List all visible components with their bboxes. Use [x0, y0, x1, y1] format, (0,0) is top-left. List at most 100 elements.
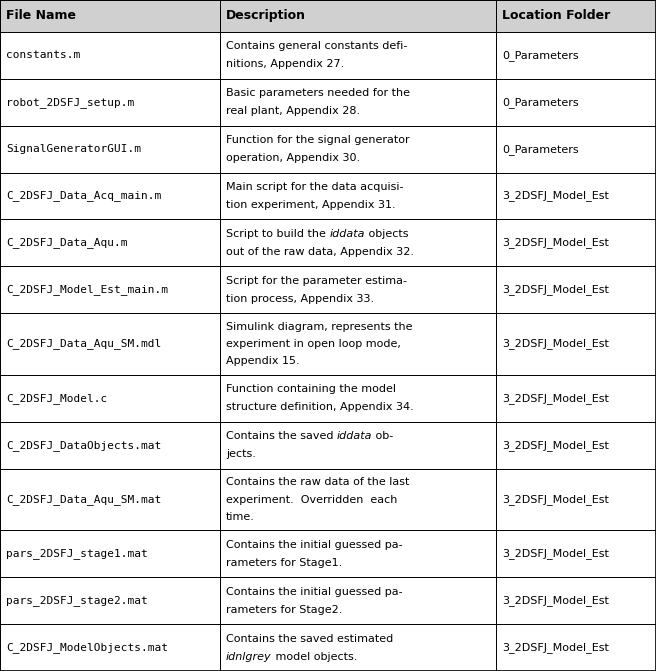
Bar — [220, 530, 496, 577]
Bar — [220, 313, 496, 375]
Bar — [496, 422, 656, 468]
Text: 3_2DSFJ_Model_Est: 3_2DSFJ_Model_Est — [502, 642, 609, 653]
Text: out of the raw data, Appendix 32.: out of the raw data, Appendix 32. — [226, 247, 414, 257]
Bar — [220, 375, 496, 422]
Text: Contains the raw data of the last: Contains the raw data of the last — [226, 477, 409, 487]
Text: C_2DSFJ_Data_Aqu_SM.mat: C_2DSFJ_Data_Aqu_SM.mat — [6, 494, 161, 505]
Text: model objects.: model objects. — [272, 652, 357, 662]
Bar — [0, 32, 220, 79]
Bar — [220, 266, 496, 313]
Text: 3_2DSFJ_Model_Est: 3_2DSFJ_Model_Est — [502, 393, 609, 404]
Text: nitions, Appendix 27.: nitions, Appendix 27. — [226, 60, 344, 69]
Text: C_2DSFJ_ModelObjects.mat: C_2DSFJ_ModelObjects.mat — [6, 642, 168, 653]
Text: C_2DSFJ_Model_Est_main.m: C_2DSFJ_Model_Est_main.m — [6, 285, 168, 295]
Bar — [496, 79, 656, 125]
Bar — [0, 0, 220, 32]
Text: 0_Parameters: 0_Parameters — [502, 97, 579, 108]
Text: Contains the saved: Contains the saved — [226, 431, 337, 442]
Bar — [220, 468, 496, 530]
Bar — [0, 125, 220, 172]
Text: structure definition, Appendix 34.: structure definition, Appendix 34. — [226, 403, 414, 413]
Text: 3_2DSFJ_Model_Est: 3_2DSFJ_Model_Est — [502, 548, 609, 560]
Text: 3_2DSFJ_Model_Est: 3_2DSFJ_Model_Est — [502, 191, 609, 201]
Bar — [0, 219, 220, 266]
Bar — [0, 375, 220, 422]
Text: iddata: iddata — [329, 229, 365, 239]
Text: C_2DSFJ_Model.c: C_2DSFJ_Model.c — [6, 393, 107, 404]
Text: rameters for Stage1.: rameters for Stage1. — [226, 558, 342, 568]
Text: tion process, Appendix 33.: tion process, Appendix 33. — [226, 294, 374, 304]
Text: Function for the signal generator: Function for the signal generator — [226, 135, 409, 145]
Text: Simulink diagram, represents the: Simulink diagram, represents the — [226, 322, 413, 332]
Bar — [496, 172, 656, 219]
Bar — [0, 468, 220, 530]
Text: SignalGeneratorGUI.m: SignalGeneratorGUI.m — [6, 144, 141, 154]
Text: Function containing the model: Function containing the model — [226, 384, 396, 395]
Bar — [496, 125, 656, 172]
Text: Basic parameters needed for the: Basic parameters needed for the — [226, 88, 410, 98]
Bar — [496, 624, 656, 671]
Text: Contains the saved estimated: Contains the saved estimated — [226, 633, 393, 643]
Text: Location Folder: Location Folder — [502, 9, 610, 22]
Text: Main script for the data acquisi-: Main script for the data acquisi- — [226, 182, 403, 192]
Text: 0_Parameters: 0_Parameters — [502, 50, 579, 61]
Bar — [220, 0, 496, 32]
Text: iddata: iddata — [337, 431, 373, 442]
Text: 3_2DSFJ_Model_Est: 3_2DSFJ_Model_Est — [502, 238, 609, 248]
Bar — [220, 172, 496, 219]
Text: 3_2DSFJ_Model_Est: 3_2DSFJ_Model_Est — [502, 440, 609, 451]
Text: operation, Appendix 30.: operation, Appendix 30. — [226, 153, 360, 163]
Bar — [0, 79, 220, 125]
Text: Script for the parameter estima-: Script for the parameter estima- — [226, 276, 407, 286]
Bar — [220, 32, 496, 79]
Text: C_2DSFJ_DataObjects.mat: C_2DSFJ_DataObjects.mat — [6, 440, 161, 451]
Bar — [220, 624, 496, 671]
Text: C_2DSFJ_Data_Aqu.m: C_2DSFJ_Data_Aqu.m — [6, 238, 127, 248]
Text: time.: time. — [226, 512, 255, 521]
Bar — [496, 313, 656, 375]
Text: ob-: ob- — [373, 431, 394, 442]
Text: jects.: jects. — [226, 449, 256, 459]
Bar — [0, 266, 220, 313]
Bar — [220, 422, 496, 468]
Bar — [0, 624, 220, 671]
Text: File Name: File Name — [6, 9, 76, 22]
Text: 0_Parameters: 0_Parameters — [502, 144, 579, 154]
Bar — [496, 32, 656, 79]
Bar — [496, 375, 656, 422]
Bar — [496, 530, 656, 577]
Text: Appendix 15.: Appendix 15. — [226, 356, 300, 366]
Bar — [496, 0, 656, 32]
Text: Contains general constants defi-: Contains general constants defi- — [226, 42, 407, 52]
Bar — [0, 172, 220, 219]
Text: objects: objects — [365, 229, 409, 239]
Text: rameters for Stage2.: rameters for Stage2. — [226, 605, 342, 615]
Bar — [0, 530, 220, 577]
Text: 3_2DSFJ_Model_Est: 3_2DSFJ_Model_Est — [502, 595, 609, 606]
Text: robot_2DSFJ_setup.m: robot_2DSFJ_setup.m — [6, 97, 134, 108]
Text: experiment.  Overridden  each: experiment. Overridden each — [226, 495, 398, 505]
Text: pars_2DSFJ_stage1.mat: pars_2DSFJ_stage1.mat — [6, 548, 148, 560]
Text: Script to build the: Script to build the — [226, 229, 329, 239]
Text: real plant, Appendix 28.: real plant, Appendix 28. — [226, 106, 360, 116]
Text: Description: Description — [226, 9, 306, 22]
Text: C_2DSFJ_Data_Aqu_SM.mdl: C_2DSFJ_Data_Aqu_SM.mdl — [6, 339, 161, 350]
Text: idnlgrey: idnlgrey — [226, 652, 272, 662]
Text: Contains the initial guessed pa-: Contains the initial guessed pa- — [226, 540, 403, 550]
Text: 3_2DSFJ_Model_Est: 3_2DSFJ_Model_Est — [502, 494, 609, 505]
Text: 3_2DSFJ_Model_Est: 3_2DSFJ_Model_Est — [502, 285, 609, 295]
Bar — [0, 422, 220, 468]
Bar — [496, 219, 656, 266]
Bar — [220, 125, 496, 172]
Text: C_2DSFJ_Data_Acq_main.m: C_2DSFJ_Data_Acq_main.m — [6, 191, 161, 201]
Bar — [220, 79, 496, 125]
Text: Contains the initial guessed pa-: Contains the initial guessed pa- — [226, 586, 403, 597]
Bar — [220, 577, 496, 624]
Bar — [496, 266, 656, 313]
Text: experiment in open loop mode,: experiment in open loop mode, — [226, 339, 401, 349]
Bar — [0, 313, 220, 375]
Text: tion experiment, Appendix 31.: tion experiment, Appendix 31. — [226, 200, 396, 210]
Bar — [0, 577, 220, 624]
Text: constants.m: constants.m — [6, 50, 80, 60]
Text: pars_2DSFJ_stage2.mat: pars_2DSFJ_stage2.mat — [6, 595, 148, 606]
